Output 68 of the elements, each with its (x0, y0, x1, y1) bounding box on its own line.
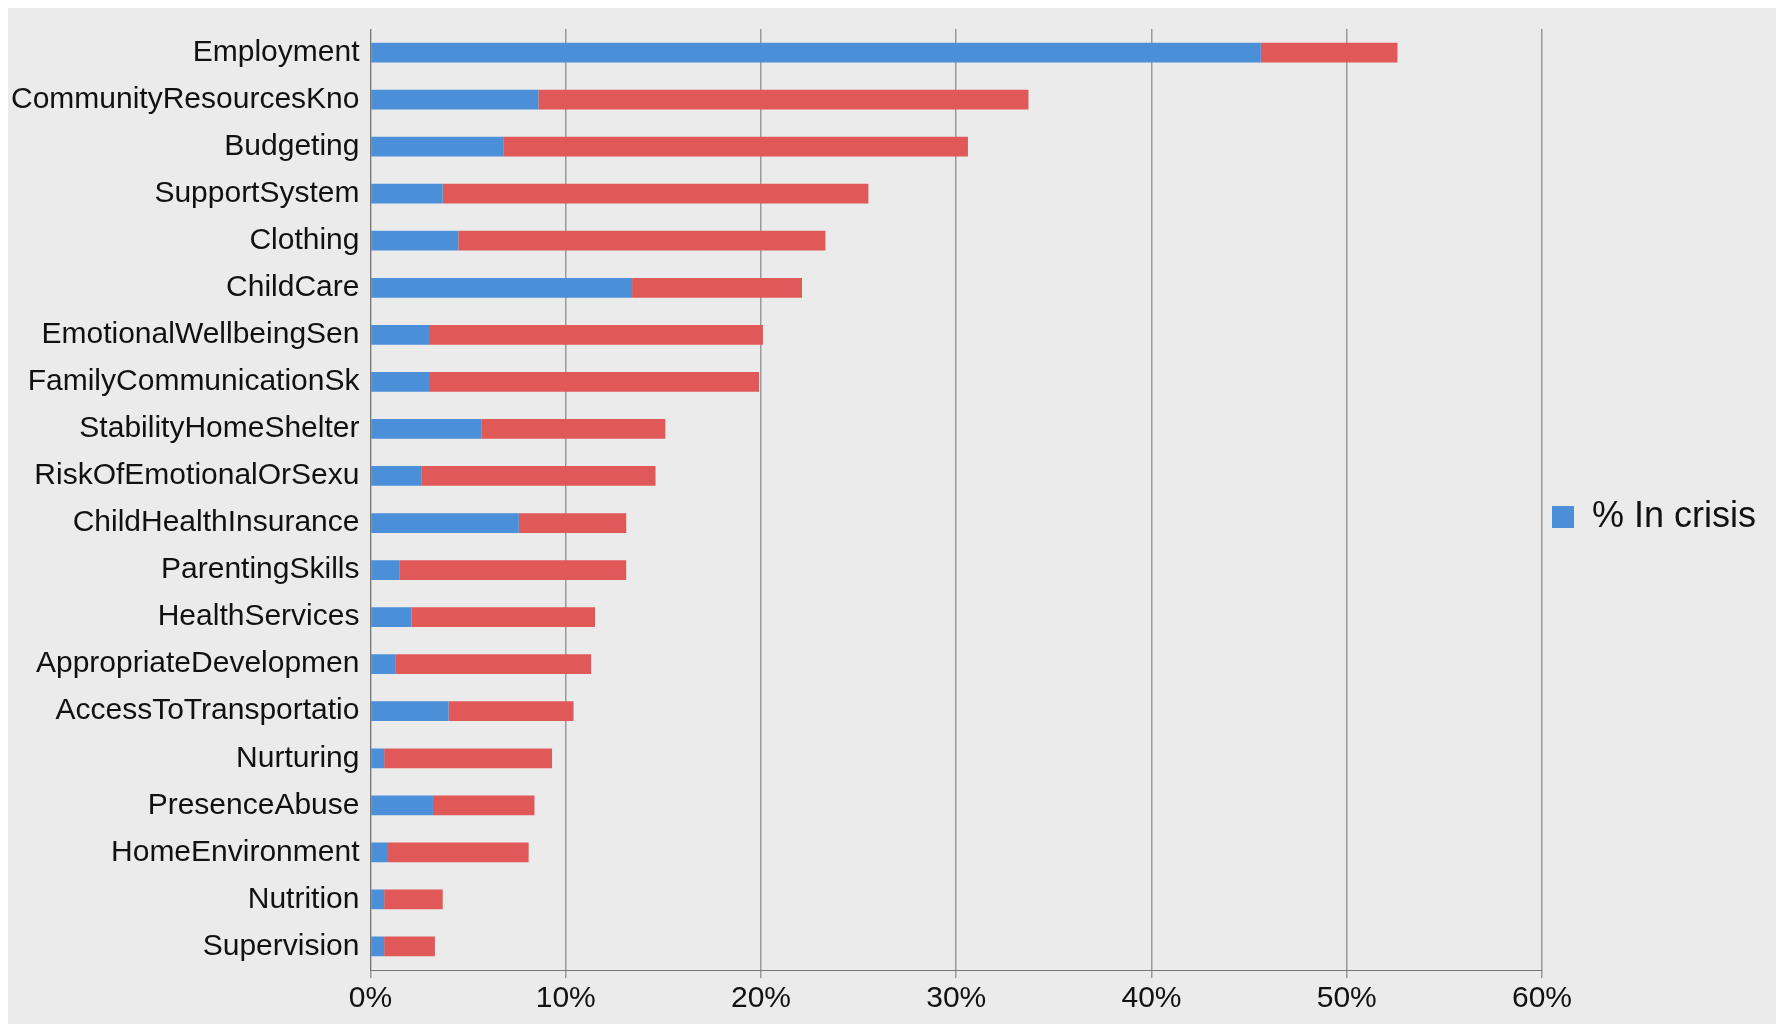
bar (429, 372, 760, 392)
bar (421, 466, 656, 486)
y-tick-label: FamilyCommunicationSk (27, 363, 361, 397)
x-tick-label: 40% (1121, 980, 1182, 1014)
bar (371, 795, 433, 816)
bar (371, 654, 396, 675)
y-tick-label: ChildHealthInsurance (72, 504, 360, 538)
y-tick-label: PresenceAbuse (147, 786, 360, 820)
bar (371, 560, 400, 580)
x-tick-label: 60% (1511, 980, 1572, 1014)
bar (395, 654, 592, 675)
y-tick-label: EmotionalWellbeingSen (41, 316, 360, 350)
bar (388, 842, 529, 863)
bar (371, 372, 430, 392)
bar (371, 466, 422, 486)
x-tick-label: 10% (535, 980, 596, 1014)
x-tick-label: 50% (1316, 980, 1377, 1014)
bar (371, 889, 385, 910)
bar (442, 183, 869, 204)
bar (503, 136, 968, 157)
y-tick-label: Supervision (202, 927, 360, 961)
bar (371, 183, 443, 204)
y-tick-label: Nurturing (236, 739, 360, 773)
y-tick-label: AccessToTransportatio (55, 692, 360, 726)
y-tick-label: CommunityResourcesKno (10, 80, 360, 114)
y-tick-label: Employment (192, 33, 361, 67)
bar (632, 277, 802, 298)
bar (458, 230, 826, 251)
bar (371, 136, 504, 157)
bar (371, 324, 430, 345)
bar (384, 748, 553, 769)
x-tick-label: 20% (730, 980, 791, 1014)
legend-label: % In crisis (1591, 493, 1757, 535)
bar (432, 795, 535, 816)
bar (518, 513, 627, 533)
bar (371, 42, 1261, 63)
y-tick-label: StabilityHomeShelter (79, 410, 360, 444)
y-tick-label: Nutrition (247, 880, 360, 914)
y-tick-label: HealthServices (157, 598, 360, 632)
bar (399, 560, 627, 580)
bar (448, 701, 574, 722)
y-tick-label: HomeEnvironment (111, 833, 361, 867)
bar (538, 89, 1029, 110)
bar (384, 889, 443, 910)
bar (371, 277, 633, 298)
bar (371, 842, 389, 863)
x-tick-label: 0% (348, 980, 393, 1014)
x-tick-label: 30% (926, 980, 987, 1014)
y-tick-label: Budgeting (224, 127, 360, 161)
bar (411, 607, 596, 628)
bar (481, 419, 666, 439)
y-tick-label: AppropriateDevelopmen (35, 645, 360, 679)
y-tick-label: Clothing (249, 221, 360, 255)
y-tick-label: ParentingSkills (161, 551, 360, 585)
y-tick-label: SupportSystem (154, 174, 360, 208)
y-tick-label: ChildCare (226, 269, 360, 303)
bar (371, 89, 539, 110)
bar (371, 701, 449, 722)
bar (371, 230, 459, 251)
bar (371, 513, 519, 533)
bar (371, 936, 385, 957)
bar (371, 419, 482, 439)
bar (371, 748, 385, 769)
bar (371, 607, 412, 628)
bar (429, 324, 763, 345)
y-tick-label: RiskOfEmotionalOrSexu (34, 457, 360, 491)
bar (384, 936, 435, 957)
bar (1260, 42, 1398, 63)
